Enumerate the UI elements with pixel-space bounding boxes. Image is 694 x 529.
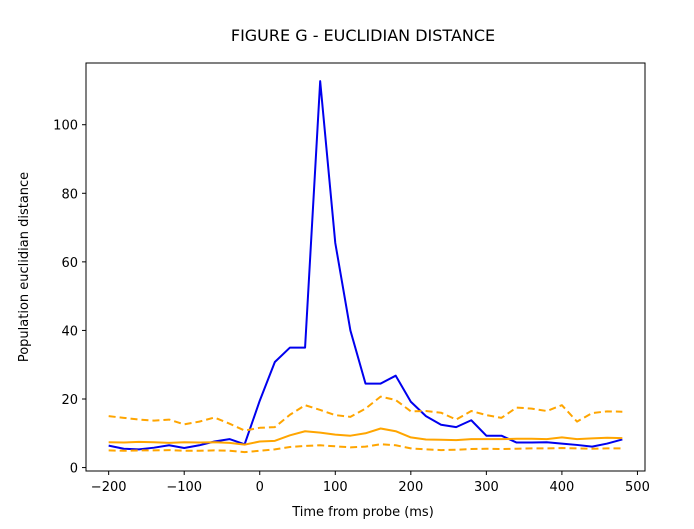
- x-axis: −200 −100 0 100 200 300 400 500: [91, 471, 650, 495]
- plot-area: [108, 80, 623, 454]
- series-line-4: [108, 443, 623, 454]
- x-tick-label: 200: [398, 480, 423, 495]
- x-tick-label: 300: [474, 480, 499, 495]
- x-tick-label: 500: [625, 480, 650, 495]
- y-tick-label: 20: [61, 393, 78, 408]
- series-line-1: [108, 80, 623, 451]
- x-tick-label: 400: [549, 480, 574, 495]
- y-axis-label: Population euclidian distance: [17, 172, 32, 362]
- plot-frame: [85, 62, 646, 472]
- x-tick-label: −200: [91, 480, 127, 495]
- y-tick-label: 100: [53, 119, 78, 134]
- y-axis: 0 20 40 60 80 100: [53, 119, 86, 477]
- y-tick-label: 60: [61, 256, 78, 271]
- x-tick-label: 100: [323, 480, 348, 495]
- x-tick-label: 0: [256, 480, 264, 495]
- x-tick-label: −100: [166, 480, 202, 495]
- y-tick-label: 80: [61, 187, 78, 202]
- y-tick-label: 0: [70, 462, 78, 477]
- y-tick-label: 40: [61, 324, 78, 339]
- x-axis-label: Time from probe (ms): [291, 505, 434, 520]
- chart-title: FIGURE G - EUCLIDIAN DISTANCE: [231, 26, 495, 45]
- series-line-2: [108, 427, 623, 446]
